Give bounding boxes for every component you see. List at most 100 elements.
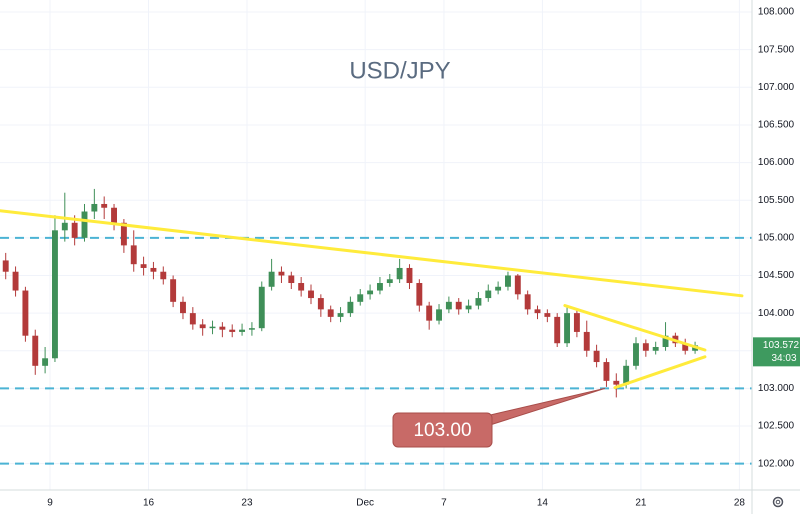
candle-body — [199, 324, 206, 329]
axes: 102.000102.500103.000103.500104.000104.5… — [47, 7, 800, 509]
candle-body — [317, 298, 324, 310]
plot: 103.00 — [0, 188, 752, 465]
candle-body — [248, 328, 255, 330]
candle-body — [426, 305, 433, 321]
x-tick-label: 14 — [537, 498, 549, 509]
candle-body — [209, 326, 216, 329]
candle-body — [455, 301, 462, 310]
chart-title: USD/JPY — [349, 57, 450, 84]
candle-body — [278, 271, 285, 276]
candle-body — [268, 271, 275, 287]
callout-box — [392, 412, 493, 448]
last-price-box — [753, 337, 800, 367]
candle-body — [308, 290, 314, 299]
candle-body — [376, 283, 383, 291]
candle-body — [111, 207, 117, 223]
candle-body — [32, 335, 39, 366]
candle-body — [170, 279, 177, 302]
candle-body — [91, 203, 98, 212]
last-price-label: 103.572 — [763, 340, 800, 351]
candle-body — [140, 264, 147, 268]
candle-body — [337, 313, 344, 317]
candle-body — [445, 301, 452, 310]
candle-body — [101, 203, 108, 208]
candle-body — [160, 271, 167, 280]
y-tick-label: 107.500 — [758, 44, 795, 55]
candle-body — [180, 301, 186, 314]
y-tick-label: 104.500 — [758, 270, 795, 281]
candle-body — [189, 313, 196, 325]
candle-body — [682, 343, 689, 351]
candle-body — [623, 365, 630, 385]
candle-body — [505, 275, 511, 287]
candle-body — [357, 294, 364, 302]
y-tick-label: 104.000 — [758, 308, 795, 319]
candle-body — [652, 346, 659, 351]
x-tick-label: 28 — [734, 498, 746, 509]
x-tick-label: 9 — [47, 498, 53, 509]
y-tick-label: 102.000 — [758, 458, 795, 469]
candle-body — [347, 301, 354, 314]
trend-line — [0, 209, 744, 298]
candle-body — [465, 305, 472, 310]
candle-body — [583, 331, 590, 351]
candle-body — [229, 329, 236, 332]
gear-hub[interactable] — [775, 499, 781, 505]
candle-body — [495, 286, 502, 291]
candle-body — [12, 271, 19, 291]
y-tick-label: 102.500 — [758, 421, 795, 432]
trend-line — [563, 304, 707, 352]
candle-body — [436, 309, 442, 321]
candle-body — [42, 358, 49, 366]
candle-body — [239, 329, 246, 332]
candle-body — [396, 267, 403, 280]
candle-body — [544, 313, 551, 317]
candle-body — [258, 286, 265, 329]
candle-body — [613, 380, 620, 385]
candle-body — [61, 222, 68, 231]
gear-ring[interactable] — [772, 496, 784, 508]
y-tick-label: 106.000 — [758, 157, 795, 168]
candle-body — [485, 290, 492, 299]
candle-body — [81, 211, 88, 238]
candle-body — [130, 245, 137, 265]
y-tick-label: 107.000 — [758, 82, 795, 93]
candle-body — [603, 362, 610, 381]
y-tick-label: 108.000 — [758, 7, 795, 18]
candle-body — [564, 313, 571, 344]
candle-body — [22, 290, 29, 336]
x-tick-label: 16 — [143, 498, 155, 509]
candle-body — [51, 230, 58, 359]
candle-body — [534, 309, 541, 314]
y-tick-label: 105.500 — [758, 195, 795, 206]
settings-icon[interactable] — [772, 496, 784, 508]
candle-body — [298, 283, 305, 291]
candle-body — [642, 343, 649, 351]
candle-body — [662, 335, 669, 347]
y-tick-label: 105.000 — [758, 232, 795, 243]
candle-body — [524, 294, 531, 310]
candle-body — [327, 309, 334, 317]
x-tick-label: Dec — [356, 498, 374, 509]
candle-body — [219, 326, 226, 330]
candle-body — [633, 343, 639, 366]
candle-body — [593, 350, 600, 363]
candle-body — [288, 275, 295, 284]
countdown-label: 34:03 — [771, 353, 796, 364]
candle-body — [406, 267, 413, 284]
trend-line — [613, 355, 707, 390]
candle-body — [71, 222, 78, 238]
y-tick-label: 103.000 — [758, 383, 795, 394]
x-tick-label: 23 — [241, 498, 253, 509]
x-tick-label: 7 — [441, 498, 447, 509]
callout-label: 103.00 — [413, 420, 471, 441]
x-tick-label: 21 — [635, 498, 647, 509]
candle-body — [150, 267, 157, 272]
candle-body — [475, 298, 482, 306]
candle-body — [573, 313, 580, 332]
candle-body — [514, 275, 521, 295]
candle-body — [416, 283, 423, 306]
candle-body — [554, 316, 561, 344]
candle-body — [2, 260, 9, 272]
